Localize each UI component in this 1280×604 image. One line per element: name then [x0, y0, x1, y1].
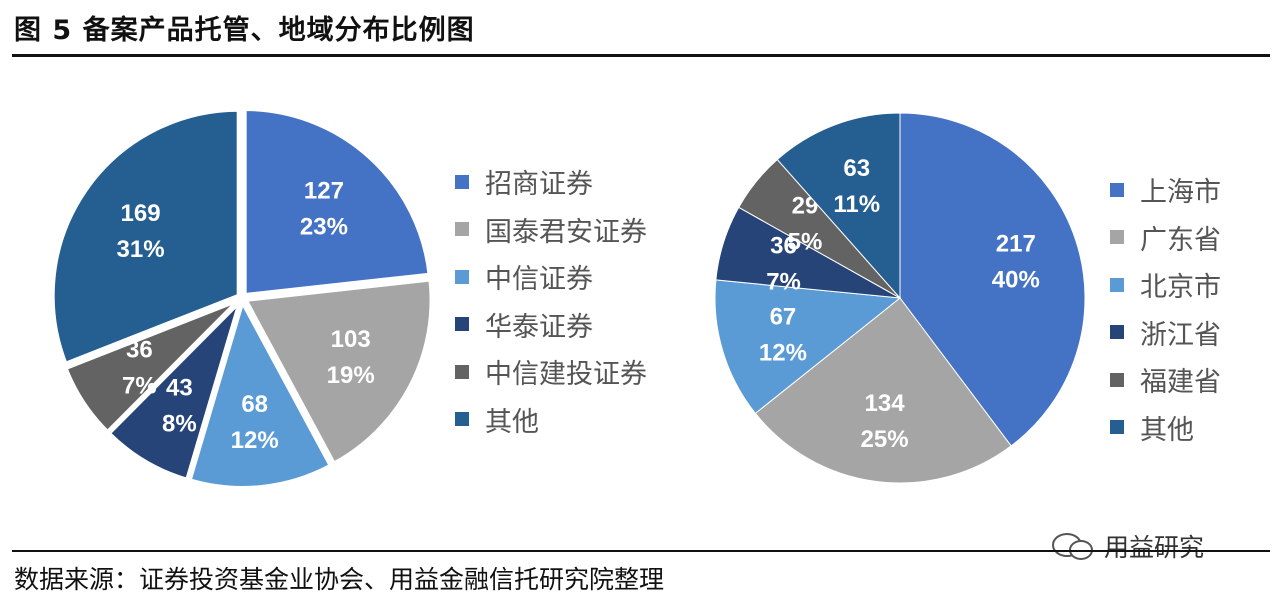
- legend-item: 福建省: [1110, 356, 1221, 404]
- data-label-value: 63: [843, 155, 870, 182]
- data-label-percent: 5%: [788, 228, 823, 255]
- pie-slice: [242, 277, 434, 467]
- legend-swatch: [1110, 325, 1124, 340]
- data-label-percent: 12%: [759, 340, 807, 367]
- legend-label: 国泰君安证券: [485, 216, 647, 248]
- data-source: 数据来源：证券投资基金业协会、用益金融信托研究院整理: [14, 565, 665, 594]
- data-label-percent: 8%: [162, 411, 197, 438]
- pie-slice: [754, 297, 1012, 484]
- data-label-percent: 12%: [231, 427, 279, 454]
- legend-swatch: [1110, 372, 1124, 387]
- legend-label: 中信建投证券: [485, 359, 647, 391]
- legend-swatch: [455, 174, 469, 189]
- watermark: 用益研究: [1048, 528, 1204, 564]
- legend-swatch: [1110, 420, 1124, 435]
- data-label-value: 67: [770, 304, 797, 331]
- pie-slice: [242, 107, 432, 298]
- legend-swatch: [455, 269, 469, 284]
- data-label-percent: 23%: [300, 214, 348, 241]
- legend-label: 浙江省: [1140, 319, 1221, 351]
- legend-swatch: [1110, 182, 1124, 197]
- pie-slice: [187, 296, 334, 490]
- legend-item: 浙江省: [1110, 309, 1221, 357]
- data-label-value: 217: [996, 230, 1036, 257]
- legend-label: 北京市: [1140, 272, 1221, 304]
- legend-swatch: [1110, 230, 1124, 245]
- data-label-value: 169: [121, 200, 161, 227]
- data-label-value: 134: [865, 390, 906, 417]
- data-label-value: 68: [241, 391, 268, 418]
- data-label-percent: 11%: [833, 191, 880, 218]
- legend-custodian: 招商证券国泰君安证券 中信证券华泰证券中信建投证券 其他: [455, 158, 647, 443]
- legend-item: 中信证券: [455, 253, 647, 301]
- legend-label: 福建省: [1140, 367, 1221, 399]
- legend-region: 上海市广东省北京市浙江省福建省其他: [1110, 166, 1221, 451]
- data-label-value: 43: [166, 375, 193, 402]
- legend-item: 北京市: [1110, 261, 1221, 309]
- legend-swatch: [455, 222, 469, 237]
- data-label-percent: 31%: [117, 236, 165, 263]
- data-label-percent: 19%: [327, 362, 375, 389]
- data-label-percent: 7%: [766, 268, 801, 295]
- legend-swatch: [1110, 277, 1124, 292]
- pie-slice: [105, 300, 242, 483]
- legend-item: 中信建投证券: [455, 348, 647, 396]
- pie-slice: [50, 107, 241, 367]
- figure-title: 图 5 备案产品托管、地域分布比例图: [14, 15, 475, 46]
- legend-item: 其他: [455, 396, 647, 444]
- legend-swatch: [455, 317, 469, 332]
- legend-label: 其他: [485, 406, 539, 438]
- bottom-rule: [12, 550, 1270, 552]
- legend-item: 其他: [1110, 404, 1221, 452]
- data-label-percent: 25%: [861, 426, 909, 453]
- data-label-percent: 7%: [122, 372, 157, 399]
- legend-label: 招商证券: [485, 169, 593, 201]
- legend-item: 国泰君安证券: [455, 206, 647, 254]
- legend-item: 华泰证券: [455, 301, 647, 349]
- top-rule: [12, 54, 1270, 57]
- legend-label: 中信证券: [485, 264, 593, 296]
- wechat-icon: [1052, 533, 1093, 560]
- data-label-value: 36: [126, 336, 153, 363]
- data-label-value: 127: [304, 178, 344, 205]
- legend-item: 上海市: [1110, 166, 1221, 214]
- pie-slice: [776, 112, 901, 300]
- legend-label: 华泰证券: [485, 311, 593, 343]
- legend-item: 招商证券: [455, 158, 647, 206]
- legend-label: 其他: [1140, 414, 1194, 446]
- legend-swatch: [455, 364, 469, 379]
- legend-item: 广东省: [1110, 214, 1221, 262]
- data-label-value: 103: [331, 326, 371, 353]
- data-label-percent: 40%: [992, 266, 1040, 293]
- legend-swatch: [455, 412, 469, 427]
- pie-slice: [62, 298, 241, 435]
- pie-slice: [899, 112, 1086, 447]
- watermark-text: 用益研究: [1104, 533, 1205, 562]
- pie-slice: [714, 279, 902, 415]
- legend-label: 上海市: [1140, 177, 1221, 209]
- legend-label: 广东省: [1140, 224, 1221, 256]
